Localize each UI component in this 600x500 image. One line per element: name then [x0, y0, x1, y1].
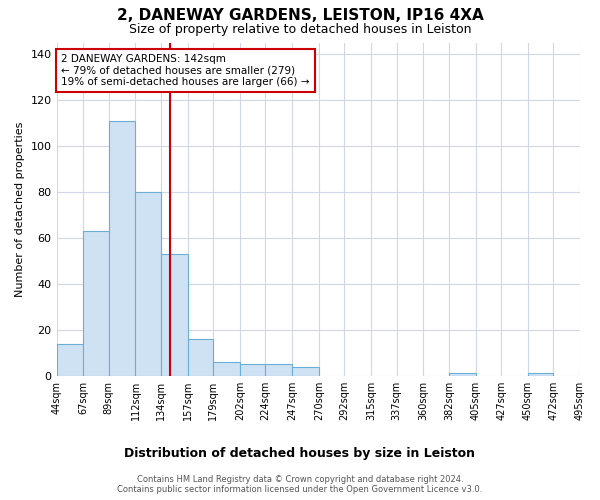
Bar: [528, 374, 553, 376]
Text: Distribution of detached houses by size in Leiston: Distribution of detached houses by size …: [125, 448, 476, 460]
Bar: [240, 364, 265, 376]
Bar: [449, 374, 476, 376]
Bar: [136, 192, 161, 376]
Text: 2, DANEWAY GARDENS, LEISTON, IP16 4XA: 2, DANEWAY GARDENS, LEISTON, IP16 4XA: [116, 8, 484, 22]
Text: 2 DANEWAY GARDENS: 142sqm
← 79% of detached houses are smaller (279)
19% of semi: 2 DANEWAY GARDENS: 142sqm ← 79% of detac…: [61, 54, 310, 87]
Text: Size of property relative to detached houses in Leiston: Size of property relative to detached ho…: [129, 22, 471, 36]
Bar: [292, 366, 319, 376]
Bar: [56, 344, 83, 376]
Text: Contains HM Land Registry data © Crown copyright and database right 2024.
Contai: Contains HM Land Registry data © Crown c…: [118, 474, 482, 494]
Bar: [265, 364, 292, 376]
Bar: [213, 362, 240, 376]
Bar: [161, 254, 188, 376]
Bar: [83, 231, 109, 376]
Bar: [109, 120, 136, 376]
Bar: [188, 339, 213, 376]
Y-axis label: Number of detached properties: Number of detached properties: [15, 122, 25, 297]
